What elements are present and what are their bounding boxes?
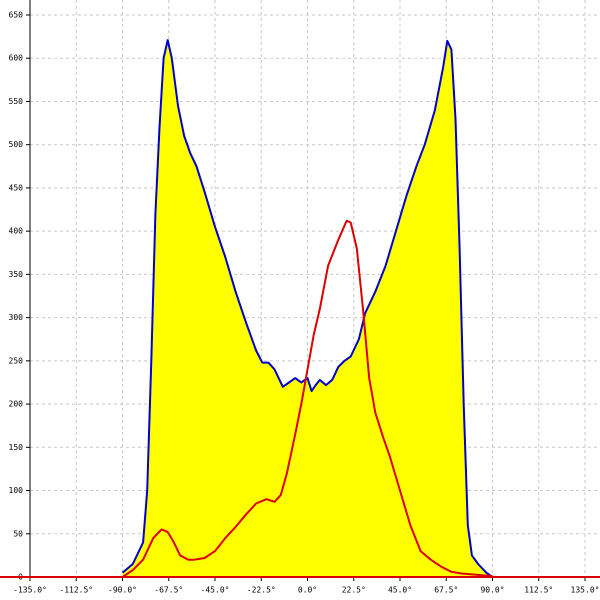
x-tick-label: 45.0° — [388, 586, 412, 595]
y-tick-label: 500 — [9, 140, 24, 149]
y-tick-label: 550 — [9, 97, 24, 106]
y-tick-label: 150 — [9, 443, 24, 452]
y-tick-label: 250 — [9, 356, 24, 365]
x-tick-label: 112.5° — [524, 586, 553, 595]
line — [121, 219, 493, 578]
y-tick-label: 400 — [9, 227, 24, 236]
y-tick-label: 650 — [9, 11, 24, 20]
x-tick-label: 135.0° — [571, 586, 600, 595]
y-tick-label: 200 — [9, 400, 24, 409]
x-tick-label: -112.5° — [59, 586, 93, 595]
y-tick-label: 450 — [9, 183, 24, 192]
x-tick-label: 0.0° — [298, 586, 317, 595]
x-tick-label: 22.5° — [342, 586, 366, 595]
area — [122, 40, 493, 578]
x-tick-label: -45.0° — [201, 586, 230, 595]
y-tick-label: 100 — [9, 486, 24, 495]
y-tick-label: 350 — [9, 270, 24, 279]
x-tick-label: -135.0° — [13, 586, 47, 595]
x-tick-label: 90.0° — [480, 586, 504, 595]
x-tick-label: -90.0° — [108, 586, 137, 595]
x-tick-label: 67.5° — [434, 586, 458, 595]
line — [121, 39, 494, 578]
y-tick-label: 600 — [9, 54, 24, 63]
x-tick-label: -67.5° — [154, 586, 183, 595]
x-tick-label: -22.5° — [247, 586, 276, 595]
y-tick-label: 50 — [13, 529, 23, 538]
y-tick-label: 300 — [9, 313, 24, 322]
